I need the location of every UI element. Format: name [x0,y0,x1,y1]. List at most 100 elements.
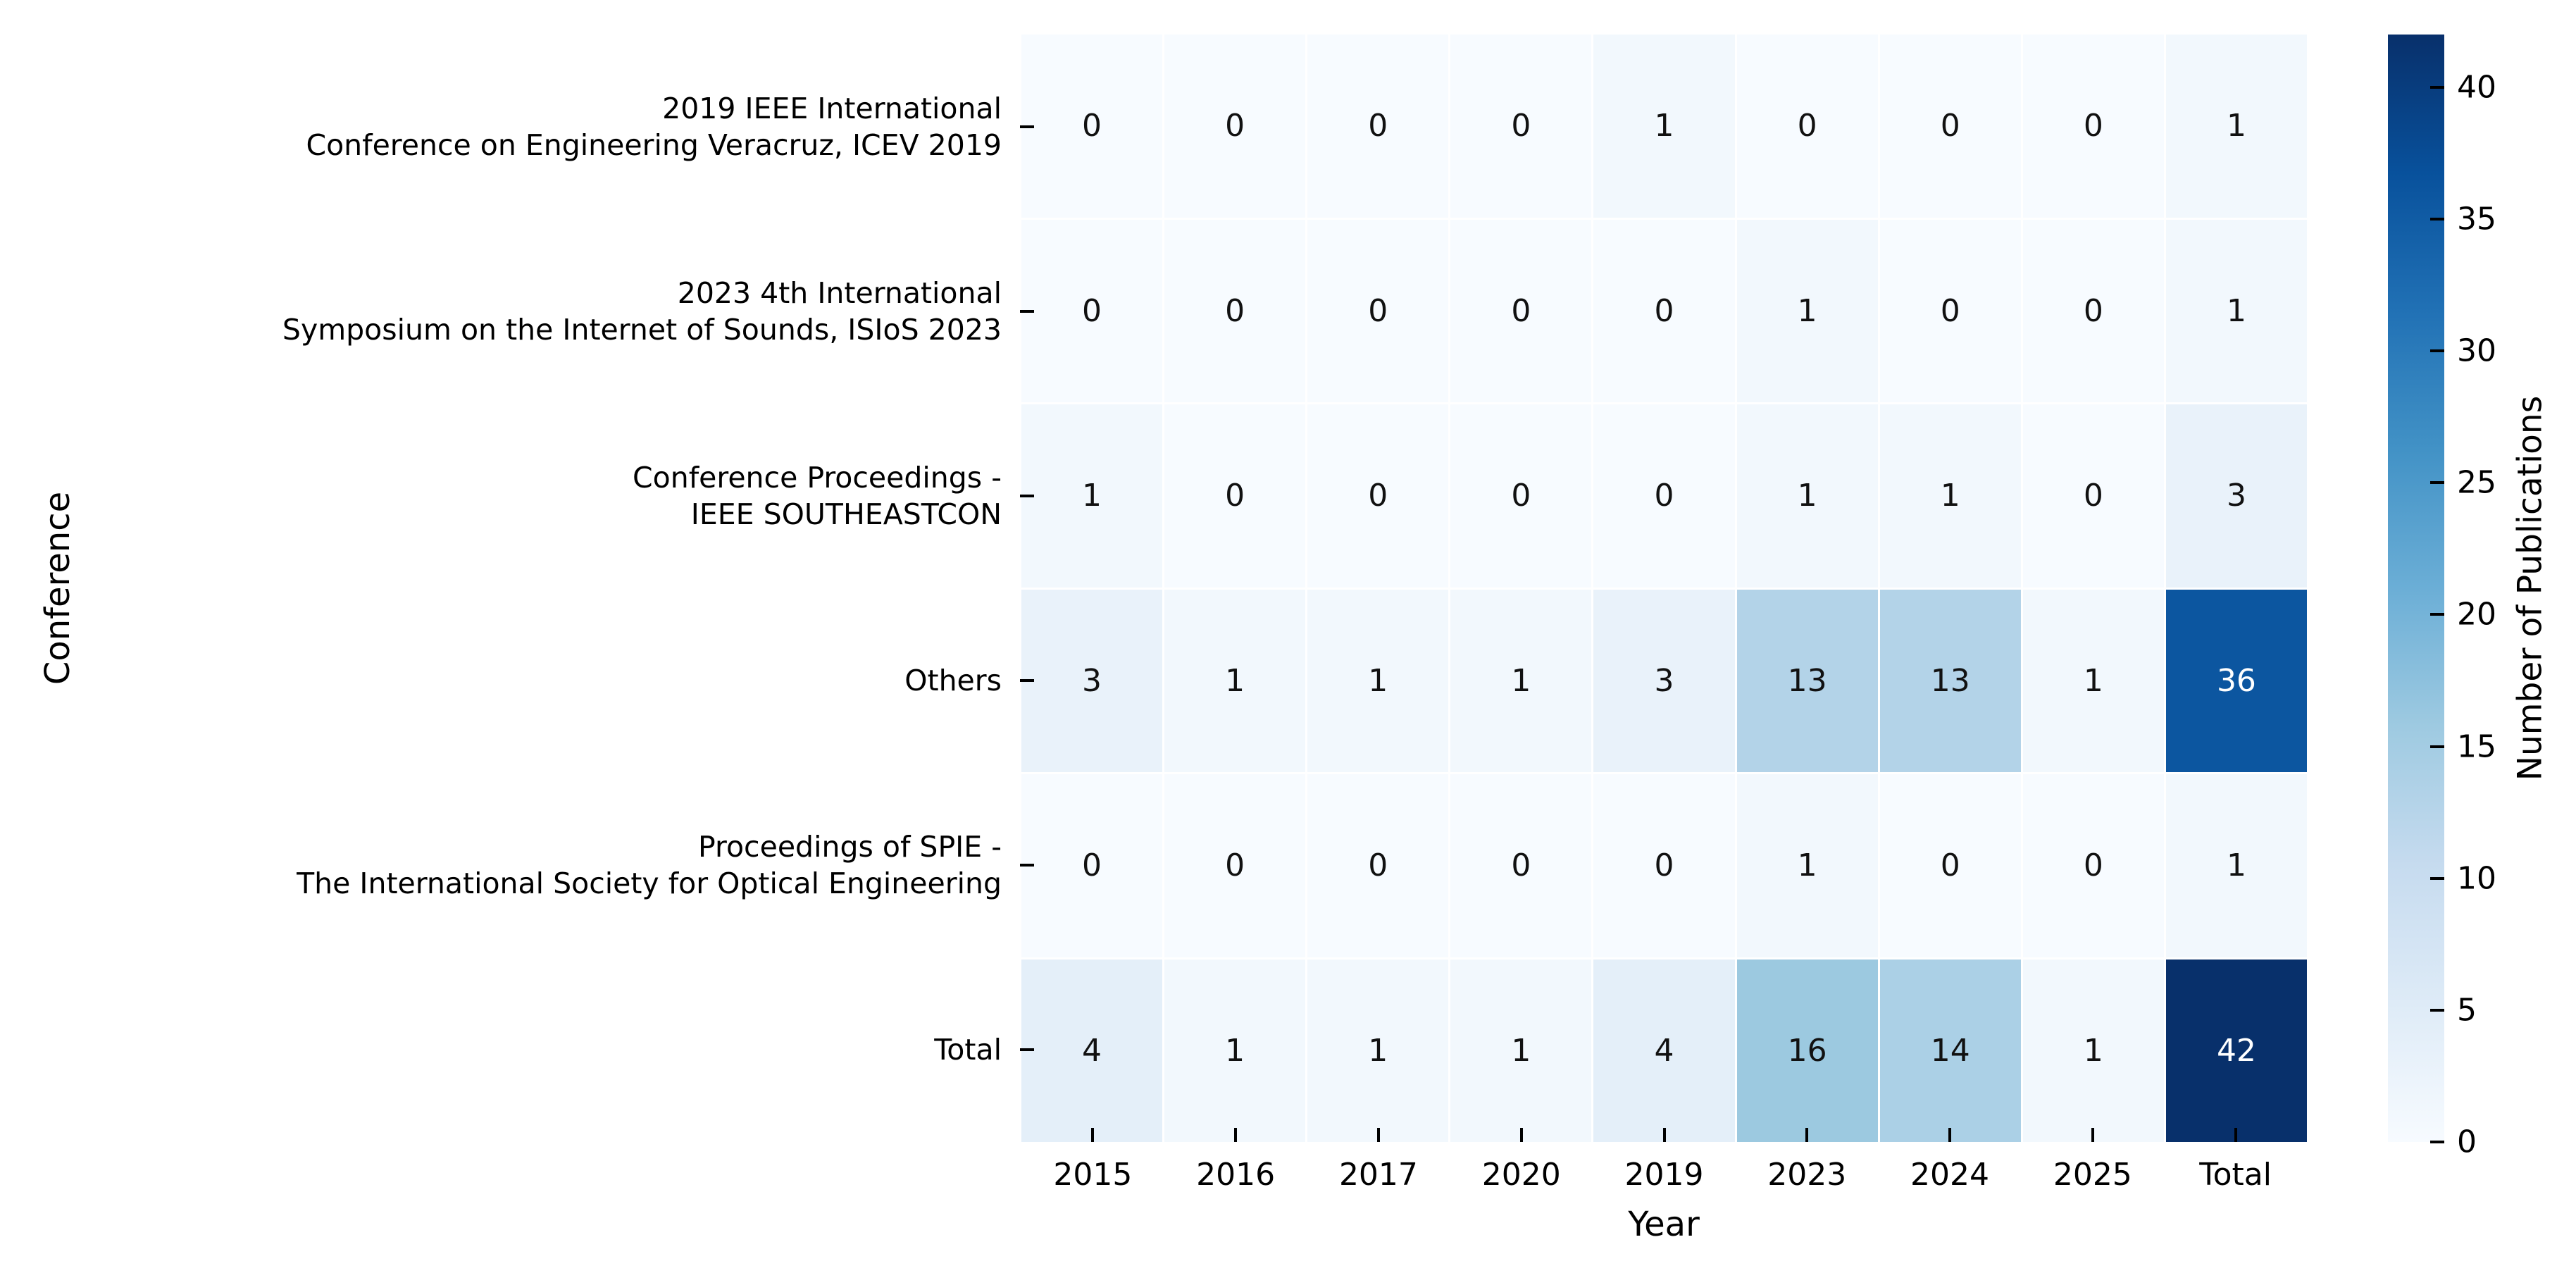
row-label: Total [934,1032,1002,1067]
colorbar-tick-mark [2430,218,2444,221]
colorbar-tick-label: 40 [2457,69,2496,106]
x-tick-label: 2019 [1624,1157,1704,1193]
heatmap-cell: 1 [1450,589,1592,772]
row-label: Others [904,663,1002,697]
row-label: 2019 IEEE International Conference on En… [306,91,1002,162]
heatmap-cell: 0 [2022,35,2164,218]
heatmap-cell: 14 [1879,959,2021,1142]
heatmap-cell: 1 [1164,959,1306,1142]
colorbar-tick-mark [2430,876,2444,880]
heatmap-cell: 0 [1021,219,1163,402]
x-tick-label: 2023 [1767,1157,1847,1193]
x-tick-label: Total [2199,1157,2272,1193]
heatmap-cell: 0 [1450,35,1592,218]
x-tick-mark [1519,1128,1523,1142]
colorbar-label: Number of Publications [2510,395,2550,781]
heatmap-cell: 4 [1593,959,1735,1142]
y-tick-labels: 2019 IEEE International Conference on En… [0,35,1012,1142]
colorbar-tick-label: 30 [2457,333,2496,369]
heatmap-cell: 1 [2022,589,2164,772]
heatmap-cell: 1 [1307,589,1449,772]
y-tick-mark [1020,125,1034,128]
colorbar-tick-label: 10 [2457,860,2496,897]
heatmap-cell: 1 [2165,219,2307,402]
heatmap-cell: 0 [1307,35,1449,218]
heatmap-cell: 0 [1593,219,1735,402]
colorbar-tick-label: 35 [2457,201,2496,237]
heatmap-cell: 1 [1879,404,2021,588]
heatmap-cell: 3 [2165,404,2307,588]
y-tick-mark [1020,864,1034,867]
heatmap-cell: 0 [1307,219,1449,402]
row-label: 2023 4th International Symposium on the … [282,275,1002,347]
heatmap-cell: 1 [1164,589,1306,772]
heatmap-cell: 0 [1307,774,1449,957]
heatmap-cell: 0 [1021,35,1163,218]
heatmap-cell: 13 [1736,589,1878,772]
x-tick-label: 2016 [1196,1157,1276,1193]
heatmap-cell: 0 [1021,774,1163,957]
x-tick-label: 2017 [1338,1157,1418,1193]
colorbar-tick-label: 0 [2457,1124,2477,1160]
colorbar-tick-mark [2430,1141,2444,1143]
colorbar-tick-label: 25 [2457,464,2496,501]
row-label: Proceedings of SPIE - The International … [297,829,1002,900]
x-axis-label: Year [1628,1205,1700,1244]
heatmap-cell: 3 [1593,589,1735,772]
heatmap-cell: 0 [1164,35,1306,218]
heatmap-cell: 1 [1450,959,1592,1142]
y-tick-mark [1020,1048,1034,1051]
x-tick-label: 2015 [1053,1157,1133,1193]
heatmap-cell: 0 [1164,219,1306,402]
heatmap-cell: 0 [2022,774,2164,957]
heatmap-cell: 0 [1879,774,2021,957]
x-tick-label: 2020 [1481,1157,1561,1193]
heatmap-cell: 1 [2165,774,2307,957]
colorbar-tick-label: 5 [2457,992,2477,1029]
row-label: Conference Proceedings - IEEE SOUTHEASTC… [633,460,1002,531]
heatmap-cell: 13 [1879,589,2021,772]
colorbar [2388,35,2444,1142]
heatmap-cell: 1 [2165,35,2307,218]
x-tick-mark [2234,1128,2237,1142]
x-tick-mark [1948,1128,1952,1142]
colorbar-tick-mark [2430,349,2444,353]
heatmap-cell: 4 [1021,959,1163,1142]
heatmap-cell: 16 [1736,959,1878,1142]
x-tick-mark [2091,1128,2094,1142]
heatmap-cell: 1 [2022,959,2164,1142]
colorbar-tick-mark [2430,481,2444,485]
colorbar-tick-mark [2430,745,2444,748]
heatmap-cell: 0 [1879,35,2021,218]
x-tick-label: 2025 [2053,1157,2132,1193]
heatmap-cell: 1 [1593,35,1735,218]
heatmap-cell: 0 [1450,774,1592,957]
heatmap-cell: 1 [1736,219,1878,402]
heatmap-cell: 1 [1307,959,1449,1142]
x-tick-mark [1091,1128,1095,1142]
x-tick-mark [1662,1128,1666,1142]
x-tick-mark [1376,1128,1380,1142]
x-tick-label: 2024 [1910,1157,1990,1193]
y-tick-mark [1020,679,1034,682]
x-tick-mark [1805,1128,1809,1142]
heatmap-cell: 0 [1593,404,1735,588]
colorbar-tick-mark [2430,85,2444,89]
y-tick-mark [1020,310,1034,313]
heatmap-cell: 0 [1450,219,1592,402]
heatmap-cell: 0 [2022,219,2164,402]
colorbar-tick-mark [2430,613,2444,616]
heatmap-cell: 3 [1021,589,1163,772]
heatmap-grid: 0 0 0 0 1 0 0 0 1 0 0 0 0 0 1 0 0 1 1 0 0 0 0 1 1 0 3 3 1 1 1 3 13 13 1 36 0… [1021,35,2307,1142]
heatmap-cell: 0 [1307,404,1449,588]
heatmap-cell: 0 [1593,774,1735,957]
heatmap-cell: 0 [1879,219,2021,402]
heatmap-cell: 36 [2165,589,2307,772]
heatmap-cell: 0 [1736,35,1878,218]
heatmap-cell: 0 [1164,404,1306,588]
heatmap-cell: 42 [2165,959,2307,1142]
heatmap-cell: 1 [1021,404,1163,588]
colorbar-tick-label: 15 [2457,728,2496,765]
heatmap-cell: 0 [1164,774,1306,957]
